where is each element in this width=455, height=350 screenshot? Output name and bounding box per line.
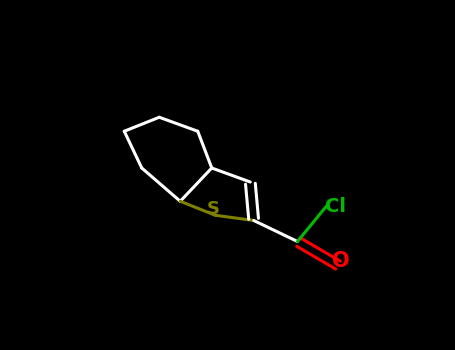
Text: Cl: Cl	[325, 197, 346, 216]
Text: S: S	[207, 200, 220, 218]
Text: O: O	[333, 251, 350, 271]
